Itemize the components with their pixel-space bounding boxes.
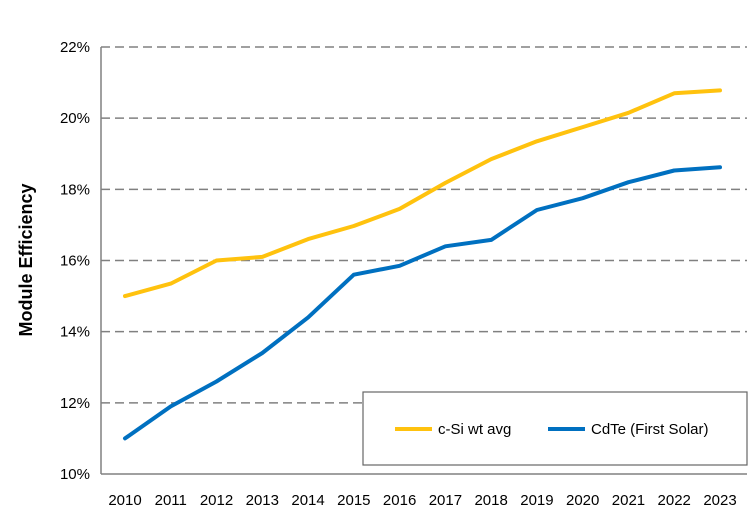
y-axis-label: Module Efficiency — [16, 183, 36, 336]
legend: c-Si wt avg CdTe (First Solar) — [362, 391, 748, 466]
x-tick-label: 2022 — [658, 492, 691, 509]
x-tick-label: 2011 — [155, 492, 187, 509]
y-tick-label: 12% — [60, 395, 90, 412]
x-tick-label: 2023 — [703, 492, 736, 509]
y-tick-label: 20% — [60, 110, 90, 127]
series-line-1 — [123, 165, 722, 441]
x-tick-label: 2018 — [474, 492, 507, 509]
x-tick-label: 2014 — [291, 492, 324, 509]
x-tick-label: 2010 — [108, 492, 141, 509]
legend-label: c-Si wt avg — [438, 421, 511, 438]
x-tick-label: 2019 — [520, 492, 553, 509]
x-tick-labels: 2010 2011 2012 2013 2014 2015 2016 2017 2018 2019… — [108, 492, 736, 509]
gridlines — [100, 46, 747, 475]
x-tick-label: 2021 — [612, 492, 645, 509]
x-tick-label: 2015 — [337, 492, 370, 509]
y-tick-labels: 10% 12% 14% 16% 18% 20% 22% — [60, 39, 90, 483]
y-tick-label: 16% — [60, 253, 90, 270]
x-tick-label: 2017 — [429, 492, 462, 509]
x-tick-label: 2012 — [200, 492, 233, 509]
y-tick-label: 22% — [60, 39, 90, 56]
x-tick-label: 2013 — [246, 492, 279, 509]
x-tick-label: 2016 — [383, 492, 416, 509]
y-tick-label: 10% — [60, 466, 90, 483]
legend-label: CdTe (First Solar) — [591, 421, 709, 438]
series-lines — [123, 88, 722, 441]
y-tick-label: 18% — [60, 181, 90, 198]
series-line-0 — [123, 88, 722, 299]
x-tick-label: 2020 — [566, 492, 599, 509]
y-tick-label: 14% — [60, 324, 90, 341]
